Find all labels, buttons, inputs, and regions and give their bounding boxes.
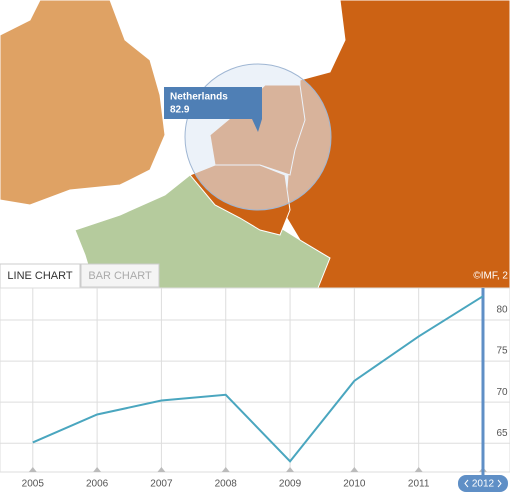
y-tick-label: 65 — [496, 428, 508, 439]
tab-label[interactable]: BAR CHART — [88, 270, 152, 282]
tick-mark — [286, 467, 295, 472]
tick-mark — [157, 467, 166, 472]
y-tick-label: 70 — [496, 387, 508, 398]
x-tick-label: 2009 — [279, 479, 302, 490]
tick-mark — [28, 467, 37, 472]
tick-mark — [221, 467, 230, 472]
x-tick-label: 2007 — [150, 479, 173, 490]
tooltip-pointer — [252, 119, 262, 132]
plot-area — [0, 287, 510, 473]
prev-arrow[interactable] — [464, 479, 469, 488]
tooltip — [164, 87, 262, 119]
highlight-circle — [184, 63, 332, 211]
y-tick-label: 80 — [496, 305, 508, 316]
x-tick-label: 2012 — [472, 479, 495, 490]
x-tick-label: 2010 — [343, 479, 366, 490]
tab[interactable] — [0, 263, 81, 289]
x-tick-label: 2006 — [86, 479, 109, 490]
y-tick-label: 75 — [496, 346, 508, 357]
tab-label[interactable]: LINE CHART — [7, 270, 72, 282]
tooltip-name: Netherlands — [170, 92, 228, 103]
uk — [0, 0, 166, 206]
x-tick-label: 2011 — [408, 479, 430, 490]
x-tick-label: 2005 — [22, 479, 45, 490]
tick-mark — [350, 467, 359, 472]
credit: ©IMF, 2 — [473, 271, 508, 282]
line-chart: 65 70 75 80 2005 2006 2007 2008 2009 2010 2011 2012 — [0, 287, 510, 492]
tick-mark — [93, 467, 102, 472]
map: Netherlands 82.9 ©IMF, 2 — [0, 0, 510, 289]
tick-mark — [414, 467, 423, 472]
next-arrow[interactable] — [497, 479, 502, 488]
year-button[interactable] — [457, 475, 508, 492]
tooltip-value: 82.9 — [170, 105, 190, 116]
line — [32, 295, 484, 463]
tab[interactable] — [80, 263, 160, 288]
x-tick-label: 2008 — [215, 479, 238, 490]
